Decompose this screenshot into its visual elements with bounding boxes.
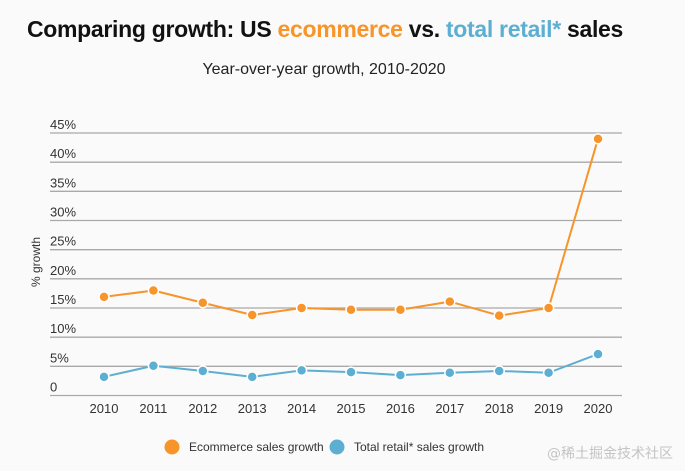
y-tick-label: 5%	[50, 350, 69, 365]
y-tick-label: 40%	[50, 146, 76, 161]
data-point[interactable]	[147, 360, 160, 372]
x-tick-label: 2011	[139, 401, 167, 416]
x-tick-label: 2010	[90, 401, 119, 416]
series-total-retail	[98, 348, 604, 383]
legend-item[interactable]: Ecommerce sales growth	[164, 439, 324, 455]
data-point[interactable]	[246, 371, 258, 383]
x-axis-ticks: 2010 2011 2012 2013 2014 2015 2016 2017 2018 2019…	[90, 401, 613, 416]
x-tick-label: 2015	[337, 401, 366, 416]
data-point[interactable]	[592, 133, 604, 145]
watermark: @稀土掘金技术社区	[547, 446, 673, 462]
x-tick-label: 2013	[238, 401, 267, 416]
data-point[interactable]	[444, 367, 456, 379]
x-tick-label: 2018	[485, 401, 514, 416]
title-part-1: Comparing growth: US	[26, 16, 278, 42]
data-point[interactable]	[295, 302, 308, 314]
title-part-5: sales	[560, 16, 624, 42]
data-point[interactable]	[542, 367, 555, 379]
data-point[interactable]	[295, 364, 308, 377]
data-point[interactable]	[493, 309, 505, 322]
legend-marker	[329, 439, 345, 455]
data-point[interactable]	[147, 284, 160, 297]
y-axis-ticks: 0 5% 10% 15% 20% 25% 30% 35% 40% 45%	[50, 117, 76, 395]
y-tick-label: 30%	[50, 205, 76, 220]
title-ecommerce-highlight: ecommerce	[277, 16, 403, 42]
x-tick-label: 2012	[188, 401, 217, 416]
x-tick-label: 2017	[435, 401, 464, 416]
data-point[interactable]	[394, 304, 407, 316]
data-point[interactable]	[493, 365, 505, 377]
legend-marker	[164, 439, 180, 455]
data-point[interactable]	[542, 302, 555, 314]
legend-item[interactable]: Total retail* sales growth	[329, 439, 485, 455]
data-point[interactable]	[98, 371, 110, 383]
y-tick-label: 20%	[50, 263, 76, 278]
x-tick-label: 2020	[584, 401, 613, 416]
data-point[interactable]	[592, 348, 604, 360]
series-ecommerce	[98, 133, 604, 322]
legend: Ecommerce sales growth Total retail* sale…	[164, 439, 485, 455]
gridlines	[50, 132, 622, 397]
series-group	[98, 133, 604, 383]
y-axis-label: % growth	[29, 237, 43, 287]
x-tick-label: 2016	[386, 401, 415, 416]
x-tick-label: 2014	[287, 401, 316, 416]
data-point[interactable]	[98, 291, 110, 303]
data-point[interactable]	[394, 369, 407, 381]
data-point[interactable]	[197, 297, 209, 309]
data-point[interactable]	[345, 366, 357, 378]
legend-label: Ecommerce sales growth	[189, 440, 324, 454]
data-point[interactable]	[197, 365, 209, 377]
y-tick-label: 45%	[50, 117, 76, 132]
legend-label: Total retail* sales growth	[354, 440, 484, 454]
y-tick-label: 15%	[50, 292, 76, 307]
chart-subtitle: Year-over-year growth, 2010-2020	[202, 61, 446, 78]
y-tick-label: 10%	[50, 321, 76, 336]
data-point[interactable]	[345, 304, 357, 316]
data-point[interactable]	[444, 295, 456, 308]
y-tick-label: 25%	[50, 234, 76, 249]
title-part-3: vs.	[402, 16, 446, 42]
chart-title: Comparing growth: US ecommerce vs. total…	[0, 16, 650, 43]
x-tick-label: 2019	[534, 401, 563, 416]
y-tick-label: 0	[50, 380, 57, 395]
title-retail-highlight: total retail*	[445, 16, 561, 42]
y-tick-label: 35%	[50, 175, 76, 190]
series-line	[103, 138, 599, 317]
data-point[interactable]	[246, 309, 258, 321]
